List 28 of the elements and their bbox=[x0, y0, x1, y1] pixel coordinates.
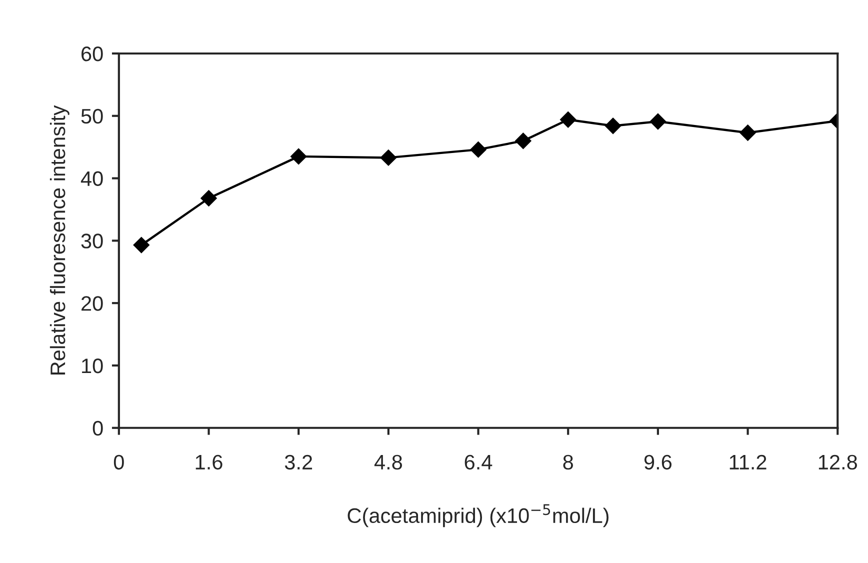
y-tick-label: 40 bbox=[80, 171, 103, 186]
y-axis-title: Relative fluoresence intensity bbox=[50, 105, 70, 374]
x-tick-label: 6.4 bbox=[464, 454, 492, 470]
point bbox=[650, 113, 666, 130]
x-tick-label: 11.2 bbox=[730, 454, 766, 470]
y-tick-label: 10 bbox=[82, 358, 103, 374]
point bbox=[560, 112, 576, 128]
x-tick-label: 9.6 bbox=[644, 454, 672, 470]
y-tick-label: 20 bbox=[82, 296, 103, 311]
x-tick-label: 1.6 bbox=[196, 454, 222, 470]
y-tick-label: 0 bbox=[92, 420, 103, 436]
point bbox=[380, 150, 396, 166]
point bbox=[470, 142, 486, 158]
point bbox=[290, 148, 307, 165]
point bbox=[740, 124, 756, 141]
point bbox=[133, 236, 150, 254]
point bbox=[604, 118, 622, 134]
point bbox=[515, 132, 532, 149]
y-tick-label: 50 bbox=[81, 108, 103, 124]
y-tick-label: 30 bbox=[81, 234, 103, 248]
x-axis-title: C(acetamiprid) (x10$^{−5}$mol/L) bbox=[348, 504, 608, 528]
x-tick-label: 4.8 bbox=[374, 454, 402, 470]
x-tick-label: 0 bbox=[114, 454, 124, 470]
x-tick-label: 12.8 bbox=[818, 454, 857, 470]
x-tick-label: 8 bbox=[563, 454, 573, 470]
point bbox=[200, 190, 217, 206]
y-tick-label: 60 bbox=[82, 46, 103, 62]
x-tick-label: 3.2 bbox=[284, 454, 312, 470]
